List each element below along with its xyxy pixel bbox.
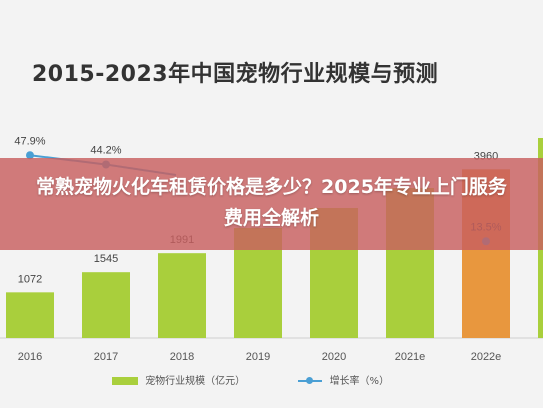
- bar-2016: [6, 292, 54, 338]
- x-tick-label: 2020: [322, 351, 346, 363]
- bar-value-label: 1545: [94, 253, 118, 265]
- x-tick-label: 2019: [246, 351, 270, 363]
- headline-banner: 常熟宠物火化车租赁价格是多少？2025年专业上门服务费用全解析: [0, 158, 543, 250]
- growth-point-2016: [26, 151, 34, 160]
- chart-title: 2015-2023年中国宠物行业规模与预测: [32, 62, 439, 87]
- x-tick-label: 2022e: [471, 351, 502, 363]
- bar-value-label: 1072: [18, 273, 42, 285]
- legend-line-swatch: [298, 377, 323, 385]
- x-tick-label: 2017: [94, 351, 118, 363]
- x-tick-label: 2016: [18, 351, 42, 363]
- legend-item-line: 增长率（%）: [298, 372, 389, 387]
- bar-2017: [82, 272, 130, 338]
- legend-label-line: 增长率（%）: [329, 376, 390, 387]
- x-tick-label: 2021e: [395, 351, 426, 363]
- legend-bar-swatch: [112, 377, 138, 385]
- legend-item-bars: 宠物行业规模（亿元）: [112, 372, 245, 387]
- bar-2018: [158, 253, 206, 338]
- chart-legend: 宠物行业规模（亿元） 增长率（%）: [112, 372, 389, 387]
- growth-value-label: 44.2%: [90, 145, 121, 157]
- x-tick-label: 2018: [170, 351, 194, 363]
- legend-label-bars: 宠物行业规模（亿元）: [145, 376, 246, 387]
- headline-text: 常熟宠物火化车租赁价格是多少？2025年专业上门服务费用全解析: [36, 176, 507, 229]
- growth-value-label: 47.9%: [14, 135, 45, 147]
